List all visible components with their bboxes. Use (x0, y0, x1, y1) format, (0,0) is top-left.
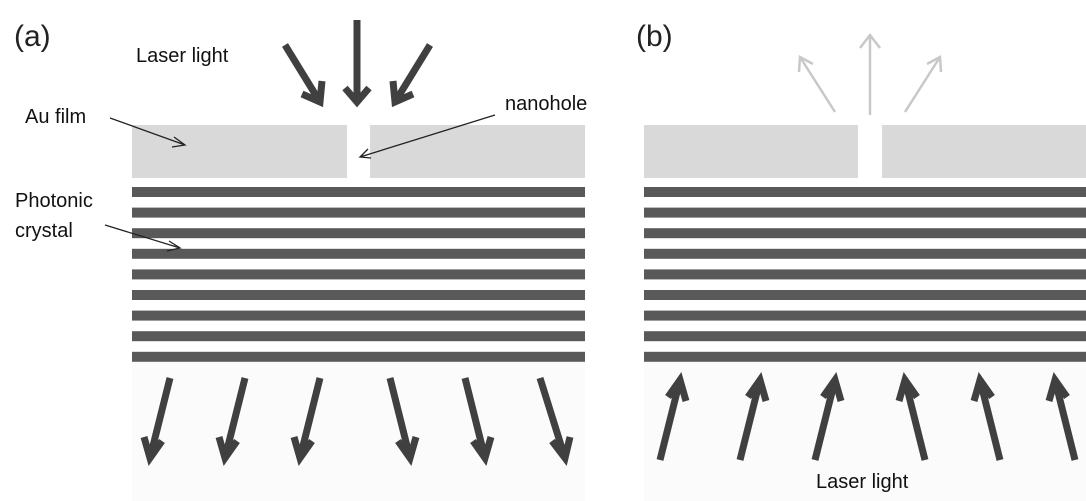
crystal-layer (132, 311, 585, 321)
arrow (345, 20, 369, 102)
crystal-layer (644, 269, 1086, 279)
crystal-layer (132, 249, 585, 259)
crystal-layer (132, 187, 585, 197)
laser-label: Laser light (816, 471, 909, 493)
laser-label: Laser light (136, 45, 229, 67)
crystal-layer (644, 352, 1086, 362)
crystal-layer (644, 331, 1086, 341)
crystal-layer (644, 228, 1086, 238)
crystal-layer (644, 187, 1086, 197)
crystal-layer (132, 290, 585, 300)
panel-b: (b) Laser light (636, 20, 1086, 501)
au-film (882, 125, 1086, 178)
crystal-layer (132, 331, 585, 341)
crystal-layer (132, 228, 585, 238)
diagram: (a) Laser light Au film nanohole Photoni… (0, 0, 1086, 501)
crystal-label: crystal (15, 220, 73, 242)
arrow (285, 45, 322, 102)
panel-label: (a) (14, 20, 51, 53)
arrow (393, 45, 430, 102)
au-film (644, 125, 858, 178)
au-film (132, 125, 347, 178)
emitted-light (799, 35, 941, 115)
photonic-crystal (644, 187, 1086, 362)
crystal-layer (132, 208, 585, 218)
nanohole-label: nanohole (505, 93, 587, 115)
photonic-crystal (132, 187, 585, 362)
crystal-layer (644, 311, 1086, 321)
panel-a: (a) Laser light Au film nanohole Photoni… (14, 20, 587, 501)
crystal-layer (132, 352, 585, 362)
au-film-label: Au film (25, 106, 86, 128)
crystal-layer (644, 208, 1086, 218)
crystal-layer (644, 290, 1086, 300)
crystal-layer (644, 249, 1086, 259)
crystal-layer (132, 269, 585, 279)
substrate (132, 362, 585, 501)
au-film (370, 125, 585, 178)
crystal-label: Photonic (15, 190, 93, 212)
panel-label: (b) (636, 20, 673, 53)
